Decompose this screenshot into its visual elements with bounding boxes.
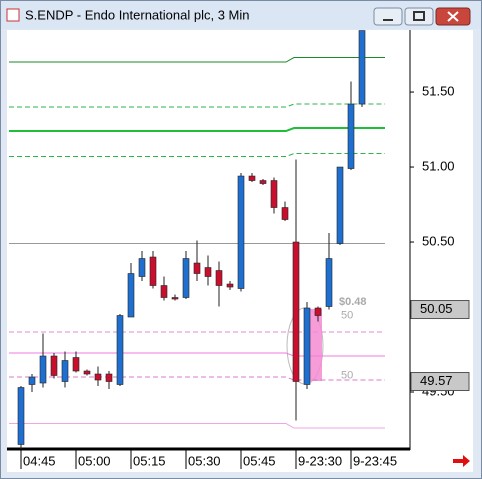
y-tick-label: 50.50 xyxy=(422,233,455,248)
scroll-arrow[interactable] xyxy=(453,455,470,467)
candle-body xyxy=(39,355,47,384)
candle-body xyxy=(358,30,366,105)
annotation: 50 xyxy=(341,369,353,381)
x-tick-label: 9-23:30 xyxy=(298,453,342,468)
candle-body xyxy=(303,307,311,385)
candle-body xyxy=(281,207,289,220)
candle-body xyxy=(94,373,102,381)
candle-body xyxy=(105,373,113,382)
level-line xyxy=(9,423,385,429)
candle-body xyxy=(325,258,333,307)
level-line xyxy=(9,153,385,158)
candle-body xyxy=(50,355,58,376)
level-line xyxy=(9,103,385,108)
window-buttons xyxy=(373,7,471,26)
candle-body xyxy=(215,270,223,286)
level-line xyxy=(9,376,385,381)
price-label: 49.57 xyxy=(420,373,453,388)
candle-body xyxy=(116,315,124,385)
price-box xyxy=(410,372,470,392)
candle-body xyxy=(160,285,168,298)
candle-body xyxy=(17,387,25,445)
candle-body xyxy=(259,180,267,184)
minimize-button[interactable] xyxy=(373,7,403,26)
candle-body xyxy=(292,241,300,382)
candle-body xyxy=(248,175,256,181)
y-tick-label: 51.50 xyxy=(422,83,455,98)
candle-body xyxy=(138,258,146,277)
candle-body xyxy=(270,180,278,208)
annotation: $0.48 xyxy=(339,296,367,308)
candle-body xyxy=(182,258,190,298)
x-tick-label: 05:15 xyxy=(133,453,166,468)
candle-body xyxy=(83,370,91,375)
candle-body xyxy=(204,267,212,277)
highlight-box xyxy=(309,309,322,381)
x-tick-label: 9-23:45 xyxy=(353,453,397,468)
candle-body xyxy=(72,357,80,372)
candle-body xyxy=(314,307,322,316)
level-line xyxy=(9,127,385,133)
level-line xyxy=(9,352,385,357)
candle-body xyxy=(336,166,344,244)
candle-body xyxy=(226,283,234,288)
candle-body xyxy=(193,262,201,274)
window-title: S.ENDP - Endo International plc, 3 Min xyxy=(25,7,250,22)
level-line xyxy=(9,57,385,63)
maximize-button[interactable] xyxy=(404,7,434,26)
candle-body xyxy=(149,256,157,286)
annotation: 50 xyxy=(341,309,353,321)
candle-body xyxy=(28,376,36,385)
candle-body xyxy=(61,360,69,382)
y-tick-label: 51.00 xyxy=(422,158,455,173)
x-tick-label: 05:30 xyxy=(188,453,221,468)
app-icon[interactable] xyxy=(6,8,20,22)
candle-body xyxy=(237,175,245,289)
price-label: 50.05 xyxy=(420,301,453,316)
candle-body xyxy=(347,103,355,169)
x-tick-label: 05:45 xyxy=(243,453,276,468)
candle-body xyxy=(171,297,179,300)
x-tick-label: 05:00 xyxy=(78,453,111,468)
price-box xyxy=(410,300,470,320)
candle-body xyxy=(127,273,135,318)
x-tick-label: 04:45 xyxy=(23,453,56,468)
